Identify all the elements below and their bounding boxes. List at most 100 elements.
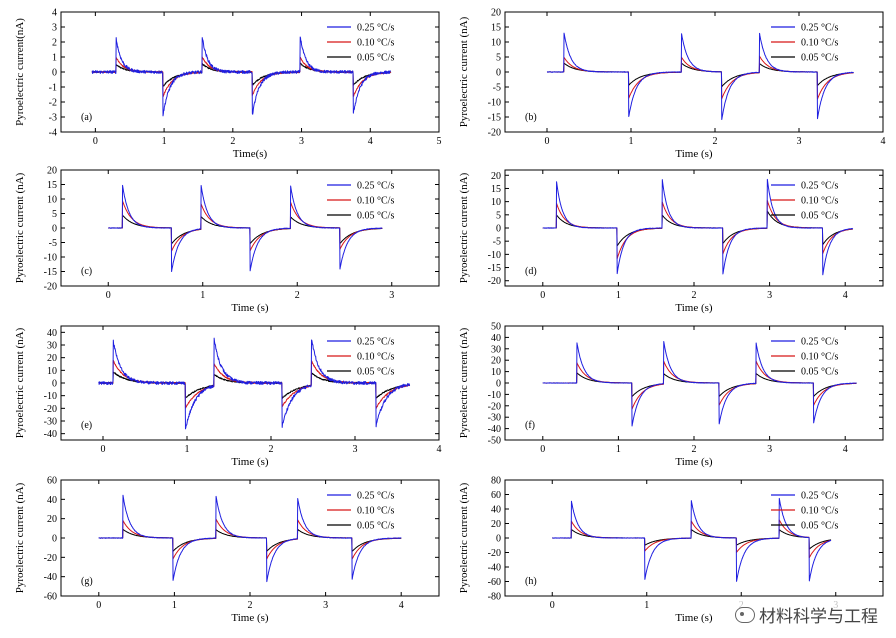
- y-tick-label: 20: [491, 356, 501, 367]
- legend-label: 0.10 °C/s: [801, 196, 838, 207]
- y-tick-label: 15: [491, 23, 501, 34]
- y-tick-label: 0: [496, 534, 501, 545]
- legend-label: 0.10 °C/s: [357, 38, 394, 49]
- x-tick-label: 0: [540, 290, 545, 301]
- y-axis-label: Pyroelectric current (nA): [458, 172, 470, 283]
- legend-label: 0.05 °C/s: [801, 53, 838, 64]
- y-tick-label: 0: [52, 68, 57, 79]
- y-tick-label: -30: [44, 417, 57, 428]
- x-axis-label: Time (s): [675, 612, 713, 624]
- legend-label: 0.25 °C/s: [357, 23, 394, 34]
- y-tick-label: 3: [52, 23, 57, 34]
- legend-label: 0.25 °C/s: [801, 337, 838, 348]
- x-axis-label: Time (s): [675, 456, 713, 468]
- series-line-005: [546, 62, 854, 88]
- series-line-010: [98, 518, 402, 560]
- y-tick-label: 40: [491, 333, 501, 344]
- series-line-025: [552, 497, 832, 582]
- series-line-010: [542, 200, 853, 260]
- x-tick-label: 1: [185, 444, 190, 455]
- x-tick-label: 2: [692, 444, 697, 455]
- x-tick-label: 0: [96, 600, 101, 611]
- panel-d: 0 1 2 3 4 -20 -15 -10 -5 0 5 10 15 20 Time (s) Pyroelec…: [458, 169, 884, 314]
- y-tick-label: -5: [493, 237, 501, 248]
- y-axis-label: Pyroelectric current (nA): [458, 482, 470, 593]
- x-tick-label: 4: [437, 444, 442, 455]
- x-tick-label: 4: [399, 600, 404, 611]
- y-tick-label: -4: [49, 128, 57, 139]
- y-tick-label: 1: [52, 53, 57, 64]
- x-tick-label: 2: [692, 290, 697, 301]
- panel-letter: (e): [81, 420, 92, 431]
- x-tick-label: 4: [843, 444, 848, 455]
- series-line-025: [542, 178, 854, 276]
- x-tick-label: 1: [644, 600, 649, 611]
- y-axis-label: Pyroelectric current (nA): [14, 172, 26, 283]
- y-tick-label: -20: [488, 276, 501, 287]
- y-tick-label: 10: [491, 38, 501, 49]
- y-tick-label: -40: [44, 572, 57, 583]
- legend-label: 0.05 °C/s: [357, 211, 394, 222]
- y-tick-label: -15: [488, 263, 501, 274]
- series-line-010: [108, 200, 383, 252]
- x-tick-label: 5: [437, 136, 442, 147]
- y-tick-label: -40: [488, 563, 501, 574]
- panel-letter: (h): [525, 576, 537, 587]
- y-tick-label: 0: [52, 224, 57, 235]
- y-tick-label: 0: [52, 534, 57, 545]
- y-axis-label: Pyroelectric current(nA): [14, 18, 26, 126]
- y-tick-label: -5: [493, 83, 501, 94]
- series-line-025: [98, 494, 402, 583]
- y-axis-label: Pyroelectric current (nA): [14, 327, 26, 438]
- y-tick-label: 60: [47, 476, 57, 487]
- x-tick-label: 2: [230, 136, 235, 147]
- series-line-005: [98, 528, 402, 552]
- y-tick-label: 15: [47, 180, 57, 191]
- y-tick-label: -10: [44, 253, 57, 264]
- y-tick-label: -40: [488, 424, 501, 435]
- y-tick-label: -20: [488, 401, 501, 412]
- legend-label: 0.10 °C/s: [357, 352, 394, 363]
- legend-label: 0.25 °C/s: [357, 337, 394, 348]
- legend-label: 0.10 °C/s: [357, 506, 394, 517]
- x-axis-label: Time (s): [675, 148, 713, 160]
- y-tick-label: 40: [491, 505, 501, 516]
- series-line-010: [91, 56, 392, 98]
- x-tick-label: 3: [389, 290, 394, 301]
- y-tick-label: -10: [488, 98, 501, 109]
- x-tick-label: 0: [540, 444, 545, 455]
- y-tick-label: -20: [44, 404, 57, 415]
- legend-label: 0.10 °C/s: [801, 506, 838, 517]
- x-tick-label: 2: [295, 290, 300, 301]
- watermark: 材料科学与工程: [731, 601, 882, 628]
- x-axis-label: Time (s): [231, 302, 269, 314]
- y-tick-label: -5: [49, 238, 57, 249]
- legend-label: 0.05 °C/s: [801, 367, 838, 378]
- y-tick-label: -15: [44, 267, 57, 278]
- y-tick-label: -20: [44, 282, 57, 293]
- y-tick-label: -1: [49, 83, 57, 94]
- x-tick-label: 1: [616, 444, 621, 455]
- y-tick-label: 20: [47, 514, 57, 525]
- y-tick-label: 20: [491, 171, 501, 182]
- y-tick-label: -2: [49, 98, 57, 109]
- legend-label: 0.05 °C/s: [357, 367, 394, 378]
- y-tick-label: 5: [496, 210, 501, 221]
- y-tick-label: 20: [491, 8, 501, 19]
- legend-label: 0.10 °C/s: [357, 196, 394, 207]
- y-tick-label: 5: [52, 209, 57, 220]
- y-tick-label: 4: [52, 8, 57, 19]
- y-tick-label: -40: [44, 429, 57, 440]
- x-tick-label: 3: [797, 136, 802, 147]
- y-tick-label: -20: [488, 128, 501, 139]
- series-line-025: [542, 341, 857, 427]
- panel-g: 0 1 2 3 4 -60 -40 -20 0 20 40 60 Time (s) Pyroelectri…: [14, 476, 440, 624]
- legend-label: 0.05 °C/s: [801, 211, 838, 222]
- y-tick-label: -80: [488, 592, 501, 603]
- x-tick-label: 3: [353, 444, 358, 455]
- x-tick-label: 4: [368, 136, 373, 147]
- y-tick-label: 0: [496, 379, 501, 390]
- y-tick-label: -20: [488, 548, 501, 559]
- legend-label: 0.25 °C/s: [357, 491, 394, 502]
